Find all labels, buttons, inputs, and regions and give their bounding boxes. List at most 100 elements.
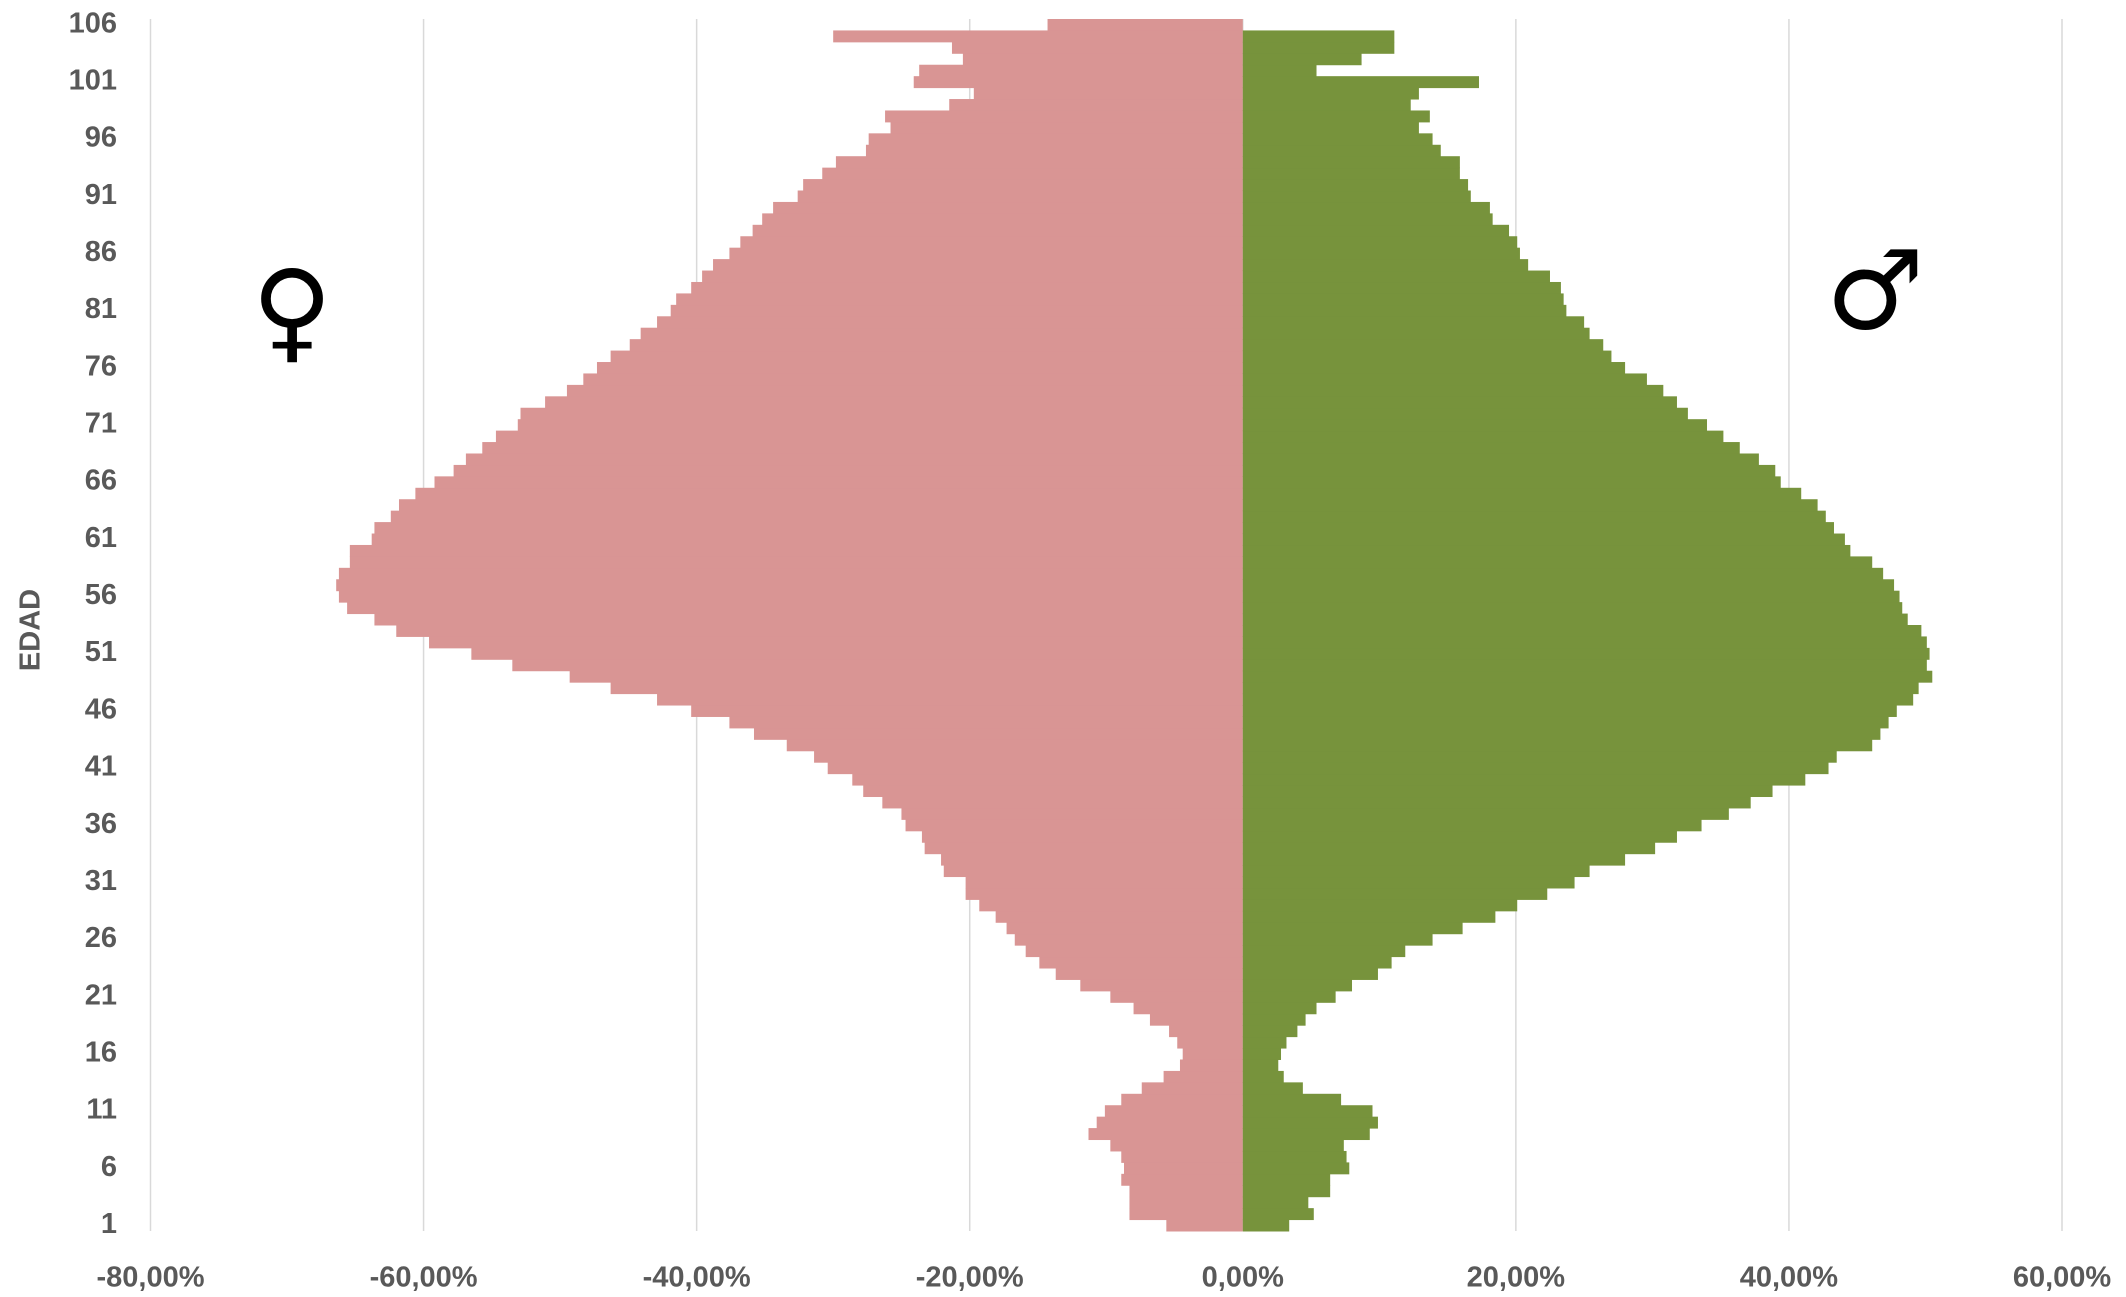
bar bbox=[1242, 567, 1884, 580]
bar bbox=[1242, 76, 1479, 89]
bar bbox=[995, 910, 1243, 923]
bar bbox=[1242, 876, 1575, 889]
y-tick-label: 36 bbox=[85, 808, 117, 840]
bar bbox=[919, 64, 1243, 77]
bar bbox=[1242, 956, 1392, 969]
bar bbox=[338, 567, 1243, 580]
bar bbox=[1088, 1128, 1243, 1141]
bar bbox=[1242, 1105, 1373, 1118]
bar bbox=[415, 487, 1243, 500]
bar bbox=[657, 316, 1243, 329]
bar bbox=[1242, 739, 1873, 752]
bar bbox=[1242, 350, 1612, 363]
bar bbox=[1242, 693, 1914, 706]
bar bbox=[1121, 1150, 1243, 1163]
bar bbox=[1242, 1128, 1370, 1141]
bar bbox=[1055, 968, 1243, 980]
bar bbox=[1242, 1002, 1317, 1015]
bar bbox=[1169, 1025, 1243, 1038]
bar bbox=[338, 590, 1243, 603]
bar bbox=[336, 579, 1243, 592]
y-tick-label: 101 bbox=[69, 65, 117, 97]
bar bbox=[1096, 1116, 1243, 1129]
male-symbol: ♂ bbox=[1826, 226, 1925, 354]
bar bbox=[1242, 1173, 1331, 1186]
bar bbox=[1242, 796, 1751, 809]
bar bbox=[1242, 304, 1567, 317]
bar bbox=[1242, 590, 1900, 603]
bar bbox=[962, 53, 1243, 66]
bar bbox=[1242, 659, 1927, 672]
bar bbox=[1242, 636, 1927, 649]
bar bbox=[773, 201, 1243, 214]
bar bbox=[495, 430, 1243, 443]
bar bbox=[1166, 1219, 1243, 1232]
bar bbox=[713, 259, 1243, 272]
bar bbox=[482, 442, 1243, 454]
bar bbox=[398, 499, 1243, 512]
bar bbox=[434, 476, 1243, 489]
bar bbox=[1242, 339, 1604, 352]
bar bbox=[1242, 419, 1708, 432]
bar bbox=[1242, 830, 1677, 843]
bar bbox=[1242, 270, 1550, 283]
bar bbox=[752, 224, 1243, 237]
bar bbox=[1129, 1185, 1243, 1198]
bar bbox=[1242, 396, 1677, 409]
bar bbox=[882, 796, 1243, 809]
y-tick-label: 91 bbox=[85, 179, 117, 211]
bar bbox=[1242, 910, 1496, 923]
bar bbox=[691, 705, 1243, 717]
bar bbox=[1242, 1025, 1298, 1038]
y-tick-label: 31 bbox=[85, 865, 117, 897]
bar bbox=[1242, 807, 1729, 820]
bar bbox=[1039, 956, 1243, 969]
bar bbox=[1242, 533, 1845, 546]
y-tick-label: 21 bbox=[85, 979, 117, 1011]
x-tick-label: 20,00% bbox=[1467, 1262, 1566, 1294]
bar bbox=[610, 350, 1243, 363]
bar bbox=[786, 739, 1243, 752]
bar bbox=[1242, 625, 1922, 637]
bar bbox=[1129, 1196, 1243, 1209]
bar bbox=[1242, 487, 1802, 500]
bar bbox=[905, 819, 1243, 832]
y-tick-label: 61 bbox=[85, 522, 117, 554]
bar bbox=[1242, 499, 1818, 512]
bar bbox=[1242, 705, 1897, 717]
bar bbox=[1242, 224, 1510, 237]
bar bbox=[1242, 99, 1411, 111]
bar bbox=[814, 750, 1243, 763]
bar bbox=[374, 613, 1243, 626]
bar bbox=[1242, 1196, 1309, 1209]
bar bbox=[670, 304, 1243, 317]
bar bbox=[1242, 316, 1585, 329]
bar bbox=[1242, 41, 1395, 54]
bar bbox=[1025, 945, 1243, 958]
bar bbox=[349, 544, 1243, 557]
bar bbox=[965, 887, 1243, 900]
bar bbox=[1242, 110, 1430, 123]
bar bbox=[1242, 1048, 1282, 1060]
bar bbox=[1242, 544, 1851, 557]
bar bbox=[347, 602, 1243, 615]
bar bbox=[1242, 236, 1518, 249]
bar bbox=[1242, 865, 1590, 878]
bar bbox=[429, 636, 1243, 649]
bar bbox=[1242, 53, 1362, 66]
bar bbox=[1242, 293, 1564, 306]
bar bbox=[1242, 464, 1776, 477]
bar bbox=[921, 830, 1243, 843]
y-tick-label: 106 bbox=[69, 7, 117, 39]
bar bbox=[1242, 156, 1460, 169]
bar bbox=[640, 327, 1243, 340]
bar bbox=[1242, 945, 1406, 958]
bar bbox=[1242, 887, 1548, 900]
bar bbox=[396, 625, 1243, 637]
bar bbox=[1121, 1173, 1243, 1186]
bar bbox=[657, 693, 1243, 706]
bar bbox=[1242, 716, 1889, 729]
bar bbox=[1242, 853, 1626, 866]
bar bbox=[865, 144, 1243, 157]
y-tick-label: 26 bbox=[85, 922, 117, 954]
